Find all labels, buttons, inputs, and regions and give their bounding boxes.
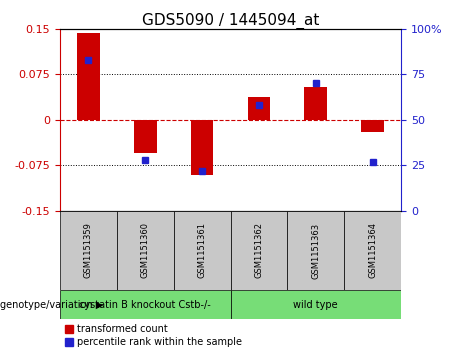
Text: GSM1151359: GSM1151359 (84, 223, 93, 278)
Bar (287, 211, 344, 290)
Legend: transformed count, percentile rank within the sample: transformed count, percentile rank withi… (65, 324, 242, 347)
Text: GSM1151362: GSM1151362 (254, 223, 263, 278)
Bar (230, 211, 287, 290)
Bar (248, 97, 270, 120)
Bar (174, 211, 230, 290)
Text: cystatin B knockout Cstb-/-: cystatin B knockout Cstb-/- (79, 300, 211, 310)
Text: GSM1151363: GSM1151363 (311, 223, 320, 278)
Text: GSM1151364: GSM1151364 (368, 223, 377, 278)
Text: GSM1151360: GSM1151360 (141, 223, 150, 278)
Bar (304, 86, 327, 120)
Text: wild type: wild type (294, 300, 338, 310)
Bar (344, 211, 401, 290)
Bar (77, 33, 100, 120)
Title: GDS5090 / 1445094_at: GDS5090 / 1445094_at (142, 13, 319, 29)
Text: GSM1151361: GSM1151361 (198, 223, 207, 278)
Text: genotype/variation ▶: genotype/variation ▶ (0, 300, 103, 310)
Bar (60, 211, 117, 290)
Bar (117, 211, 174, 290)
Bar (361, 120, 384, 132)
Bar (134, 120, 157, 153)
Bar (230, 290, 401, 319)
Bar (60, 290, 230, 319)
Bar (191, 120, 213, 175)
